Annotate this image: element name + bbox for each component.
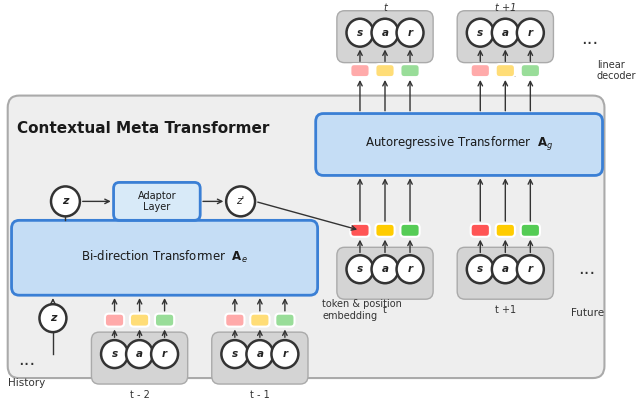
Circle shape [517,255,544,283]
Circle shape [517,19,544,47]
Circle shape [51,186,80,216]
Text: s: s [477,264,483,274]
Text: s: s [357,28,363,38]
Text: z': z' [236,196,245,207]
Text: t +1: t +1 [495,305,516,315]
FancyBboxPatch shape [337,11,433,63]
FancyBboxPatch shape [212,332,308,384]
Text: Adaptor
Layer: Adaptor Layer [138,191,176,212]
Circle shape [346,255,374,283]
Circle shape [246,340,273,368]
Circle shape [151,340,178,368]
FancyBboxPatch shape [350,224,370,237]
Circle shape [467,255,494,283]
FancyBboxPatch shape [457,11,554,63]
Text: t: t [383,305,387,315]
Text: Bi-direction Transformer  $\mathbf{A}_e$: Bi-direction Transformer $\mathbf{A}_e$ [81,249,248,265]
FancyBboxPatch shape [496,224,515,237]
FancyBboxPatch shape [457,247,554,299]
Text: a: a [136,349,143,359]
Text: s: s [357,264,363,274]
Text: r: r [162,349,167,359]
Text: r: r [282,349,287,359]
Circle shape [346,19,374,47]
FancyBboxPatch shape [130,313,149,327]
Text: r: r [408,28,413,38]
Text: z: z [50,313,56,323]
Text: a: a [381,28,388,38]
FancyBboxPatch shape [376,224,395,237]
Text: token & position
embedding: token & position embedding [323,299,403,321]
Text: Autoregressive Transformer  $\mathbf{A}_g$: Autoregressive Transformer $\mathbf{A}_g… [365,136,553,153]
Circle shape [226,186,255,216]
Text: a: a [502,264,509,274]
Circle shape [126,340,153,368]
FancyBboxPatch shape [401,224,420,237]
Circle shape [271,340,298,368]
Text: ...: ... [581,30,598,48]
Text: t +1: t +1 [495,68,516,79]
Text: Contextual Meta Transformer: Contextual Meta Transformer [17,121,269,136]
Text: History: History [8,378,45,388]
FancyBboxPatch shape [250,313,269,327]
Text: t - 1: t - 1 [250,390,269,400]
FancyBboxPatch shape [337,247,433,299]
Circle shape [492,255,519,283]
Text: s: s [232,349,238,359]
FancyBboxPatch shape [275,313,294,327]
FancyBboxPatch shape [401,64,420,77]
Text: a: a [502,28,509,38]
Circle shape [397,255,424,283]
FancyBboxPatch shape [521,64,540,77]
FancyBboxPatch shape [470,64,490,77]
FancyBboxPatch shape [316,113,602,175]
Text: t - 2: t - 2 [130,390,150,400]
FancyBboxPatch shape [376,64,395,77]
Circle shape [397,19,424,47]
Circle shape [492,19,519,47]
FancyBboxPatch shape [470,224,490,237]
FancyBboxPatch shape [496,64,515,77]
FancyBboxPatch shape [521,224,540,237]
FancyBboxPatch shape [225,313,244,327]
Text: a: a [381,264,388,274]
FancyBboxPatch shape [92,332,188,384]
Text: t +1: t +1 [495,3,516,13]
FancyBboxPatch shape [155,313,174,327]
Text: ...: ... [579,260,596,278]
Text: s: s [477,28,483,38]
Text: r: r [408,264,413,274]
Text: a: a [257,349,264,359]
Text: r: r [528,264,533,274]
Text: t: t [383,68,387,79]
Circle shape [372,19,399,47]
Text: t: t [383,3,387,13]
Circle shape [101,340,128,368]
FancyBboxPatch shape [350,64,370,77]
FancyBboxPatch shape [113,182,200,220]
FancyBboxPatch shape [8,96,604,378]
Circle shape [467,19,494,47]
Circle shape [221,340,248,368]
Text: s: s [111,349,118,359]
Text: z: z [62,196,68,207]
Text: linear
decoder: linear decoder [596,60,636,81]
FancyBboxPatch shape [105,313,124,327]
Text: ...: ... [19,351,36,369]
Text: Future: Future [571,308,604,318]
Text: r: r [528,28,533,38]
Circle shape [372,255,399,283]
FancyBboxPatch shape [12,220,317,295]
Circle shape [40,304,67,332]
